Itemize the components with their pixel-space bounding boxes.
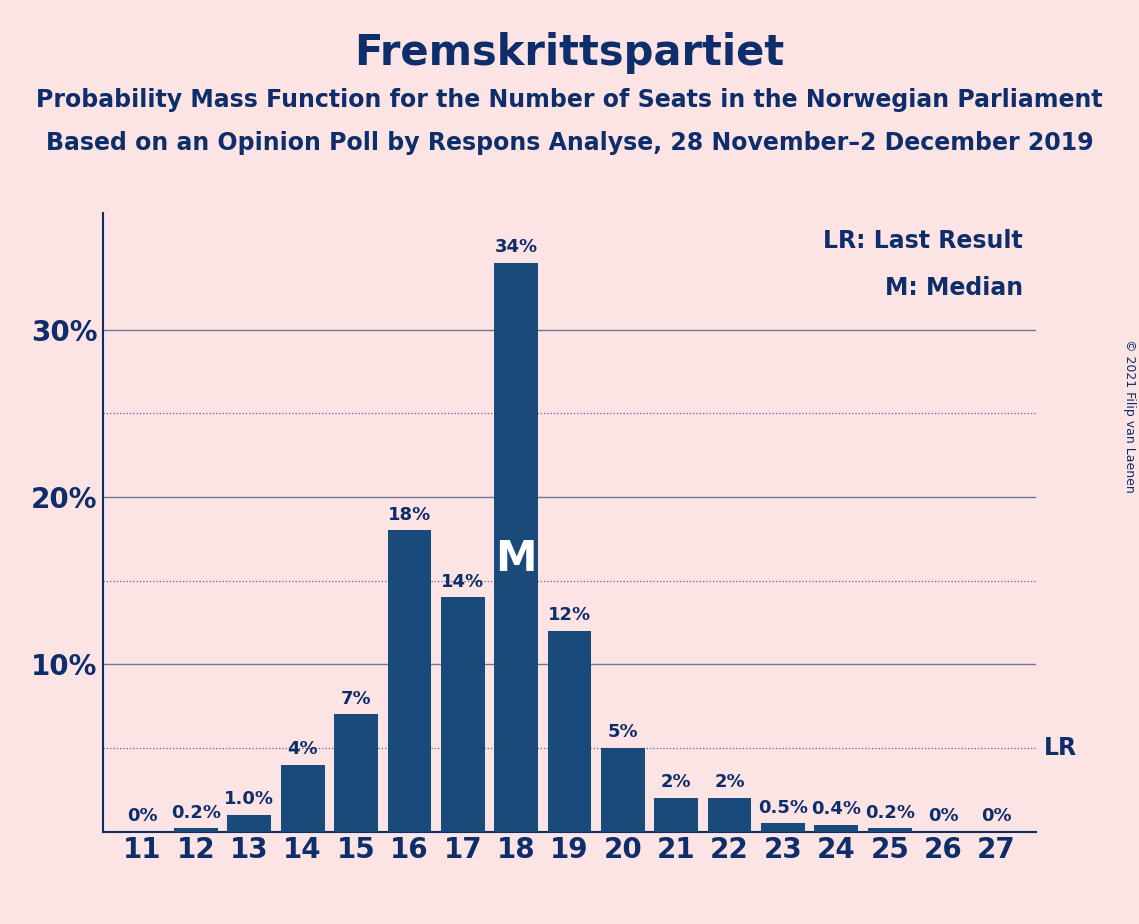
Bar — [494, 262, 538, 832]
Bar — [441, 597, 484, 832]
Text: LR: LR — [1043, 736, 1076, 760]
Text: 0%: 0% — [928, 807, 958, 825]
Text: 0%: 0% — [128, 807, 158, 825]
Text: M: M — [495, 538, 536, 579]
Text: 14%: 14% — [441, 573, 484, 590]
Text: Fremskrittspartiet: Fremskrittspartiet — [354, 32, 785, 74]
Text: 0.2%: 0.2% — [865, 804, 915, 821]
Text: © 2021 Filip van Laenen: © 2021 Filip van Laenen — [1123, 339, 1137, 492]
Text: 0%: 0% — [981, 807, 1011, 825]
Text: M: Median: M: Median — [885, 276, 1023, 300]
Bar — [334, 714, 378, 832]
Text: 5%: 5% — [607, 723, 638, 741]
Text: 1.0%: 1.0% — [224, 790, 274, 808]
Bar — [601, 748, 645, 832]
Text: 0.5%: 0.5% — [757, 798, 808, 817]
Bar — [761, 823, 805, 832]
Text: 4%: 4% — [287, 740, 318, 758]
Text: 2%: 2% — [714, 773, 745, 792]
Bar — [655, 798, 698, 832]
Bar — [548, 631, 591, 832]
Bar — [174, 828, 218, 832]
Bar — [868, 828, 911, 832]
Text: Probability Mass Function for the Number of Seats in the Norwegian Parliament: Probability Mass Function for the Number… — [36, 88, 1103, 112]
Text: Based on an Opinion Poll by Respons Analyse, 28 November–2 December 2019: Based on an Opinion Poll by Respons Anal… — [46, 131, 1093, 155]
Text: 0.4%: 0.4% — [811, 800, 861, 819]
Text: LR: Last Result: LR: Last Result — [823, 229, 1023, 253]
Text: 34%: 34% — [494, 238, 538, 256]
Text: 2%: 2% — [661, 773, 691, 792]
Bar — [707, 798, 752, 832]
Bar — [228, 815, 271, 832]
Bar — [387, 530, 432, 832]
Text: 12%: 12% — [548, 606, 591, 624]
Bar — [814, 825, 858, 832]
Text: 7%: 7% — [341, 690, 371, 708]
Text: 0.2%: 0.2% — [171, 804, 221, 821]
Bar — [281, 765, 325, 832]
Text: 18%: 18% — [387, 505, 431, 524]
